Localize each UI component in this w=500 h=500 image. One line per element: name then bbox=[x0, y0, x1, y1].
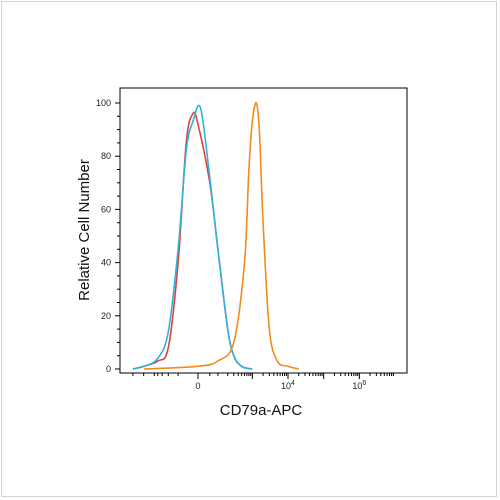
histogram-series-line bbox=[143, 101, 299, 370]
y-tick-label: 100 bbox=[96, 98, 111, 108]
x-tick-label-exponent: 4 bbox=[291, 380, 295, 387]
y-tick-label: 0 bbox=[106, 364, 111, 374]
series-group bbox=[132, 101, 299, 370]
x-tick-label: 104 bbox=[281, 380, 295, 391]
x-tick-label-exponent: 6 bbox=[362, 380, 366, 387]
histogram-series-line bbox=[132, 104, 253, 370]
x-axis-title: CD79a-APC bbox=[220, 402, 303, 419]
y-axis: 0 20 40 60 80 100 bbox=[96, 98, 120, 374]
x-tick-label: 106 bbox=[352, 380, 366, 391]
y-tick-label: 60 bbox=[101, 204, 111, 214]
y-tick-label: 40 bbox=[101, 258, 111, 268]
y-tick-label: 20 bbox=[101, 311, 111, 321]
histogram-series-line bbox=[132, 111, 253, 370]
x-axis: 0 104 106 bbox=[132, 373, 394, 391]
y-axis-title: Relative Cell Number bbox=[76, 159, 93, 301]
y-tick-label: 80 bbox=[101, 151, 111, 161]
x-tick-label: 0 bbox=[195, 381, 200, 391]
